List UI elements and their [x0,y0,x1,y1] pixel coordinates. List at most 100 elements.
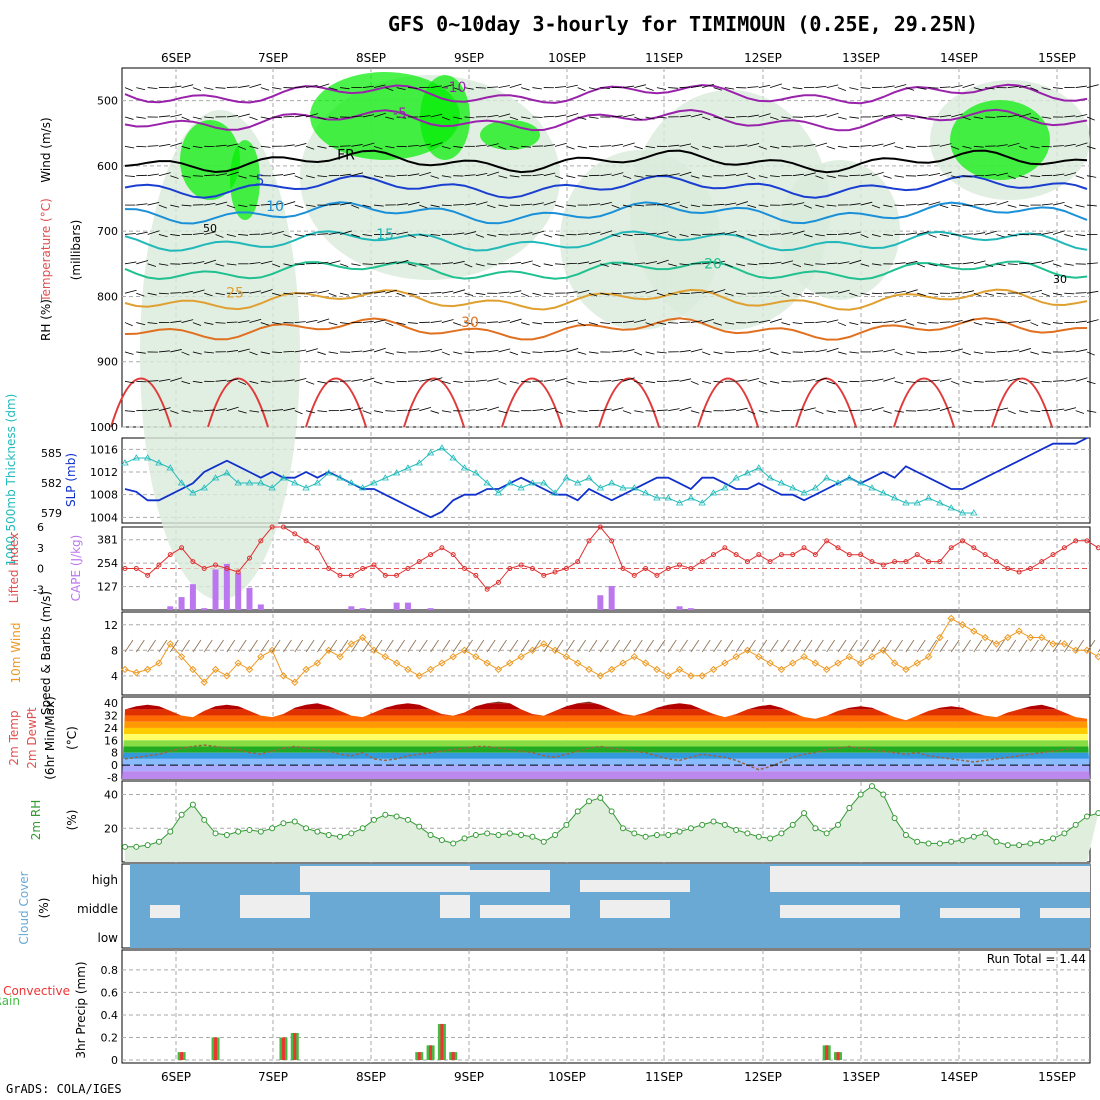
wind-barb [385,87,394,92]
rh-high-shading [950,100,1050,180]
wind-barb [555,321,567,323]
wind-barb [238,234,249,236]
wind-barb-10m [713,639,722,653]
contour-label: 15 [376,227,394,243]
wind-barb [758,113,771,118]
wind-barb [600,145,612,147]
lifted-index-axis-label: Lifted Index [7,533,21,604]
wind-barb [362,85,374,88]
wind-speed-point [947,614,955,623]
lifted-index-point [609,538,615,544]
wind-barb [373,380,383,385]
wind-barb [260,116,270,120]
wind-barb [272,202,284,206]
wind-barb [328,203,340,206]
wind-barb [1007,349,1020,353]
wind-barb [883,204,893,208]
wind-barb [555,234,565,237]
wind-barb [396,351,407,354]
wind-speed-point [483,659,491,667]
wind-barb [215,322,226,324]
wind-barb [577,175,588,177]
wind-speed-point [155,659,163,667]
wind-barb [158,378,171,382]
wind-barb [792,202,805,206]
temperature-contour [124,317,1088,341]
cloud-level-label: high [92,873,118,887]
wind-barb [894,116,903,121]
wind-barb [1030,410,1041,412]
wind-barb [656,231,669,235]
wind-barb [871,378,884,382]
wind-barb [917,174,929,177]
wind-barb [1018,348,1031,353]
wind-barb [1007,204,1017,208]
lifted-index-point [914,552,920,558]
wind-barb [362,142,375,147]
temperature-contour-35 [697,377,759,428]
wind-barb-10m [509,639,519,653]
thickness-point [528,479,537,486]
cloud-gap [240,895,310,918]
wind-barb [588,322,598,326]
wind-barb [668,379,680,382]
wind-barb [385,322,394,326]
wind-barb [328,231,341,235]
wind-barb-10m [554,639,564,653]
wind-barb [249,318,262,323]
wind-barb [554,175,564,180]
wind-speed-point [1049,640,1057,648]
wind-barb [328,87,338,91]
wind-barb [724,202,737,206]
wind-barb [147,408,159,412]
wind-barb-10m [407,639,417,653]
wind-barb [407,145,419,147]
wind-barb [973,292,982,297]
rh-point [201,816,208,823]
wind-barb [238,175,247,179]
wind-barb [996,407,1009,412]
wind-barb [181,116,190,121]
wind-barb [939,143,952,147]
wind-barb-10m [169,639,179,653]
wind-barb [736,407,748,412]
wind-barb [238,380,247,385]
thickness-point [664,494,672,501]
wind-barb [939,171,952,177]
lifted-index-point [190,559,196,565]
precip-convective-axis-label: Convective [3,984,70,998]
wind-barb-10m [441,639,451,653]
wind-barb [713,203,725,206]
wind-barb [713,289,726,294]
thickness-tick: 585 [41,447,62,460]
wind-barb [928,292,939,295]
wind-barb [792,292,802,296]
wind-barb [815,175,824,179]
wind-barb [747,143,760,147]
thickness-point [211,474,220,481]
wind-barb [985,87,995,90]
wind-speed-point [291,678,299,686]
thickness-point [336,474,344,481]
temp-tick: -8 [107,771,118,784]
wind-barb [1075,204,1085,208]
rh-point [167,828,174,835]
wind-barb [1075,292,1087,294]
wind-barb-10m [973,639,983,653]
wind-barb [136,231,148,235]
wind-barb [328,260,341,265]
lifted-index-point [145,572,151,578]
wind-barb [792,230,805,235]
lifted-index-point [439,545,445,551]
wind-barb [577,116,587,120]
wind-barb [747,175,756,180]
wind-barb-10m [984,639,994,653]
precip-tick: 0 [111,1054,118,1067]
wind-barb [973,116,984,120]
wind-barb [441,319,454,323]
rh-point [778,830,785,837]
wind-barb [973,322,983,326]
thickness-point [585,474,593,481]
wind-barb [147,322,158,325]
